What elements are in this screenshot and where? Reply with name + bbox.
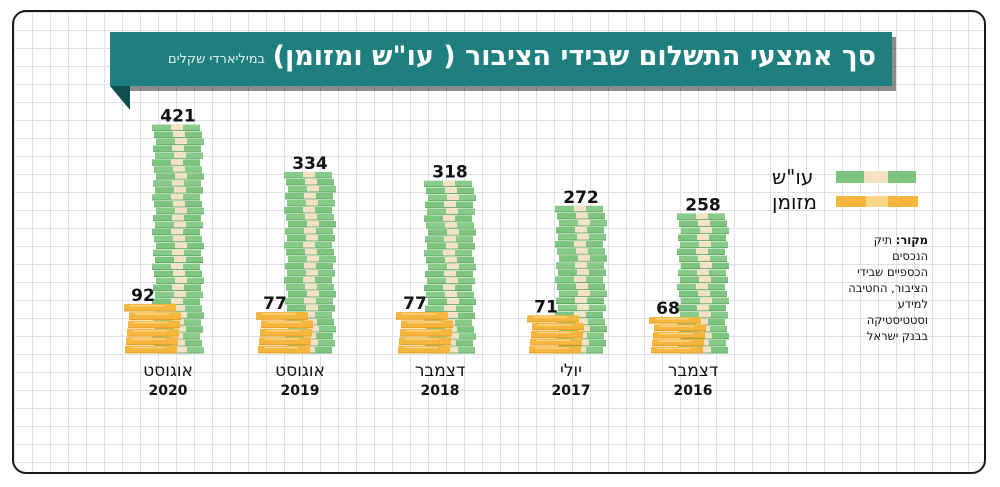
label-checking-2017: 272 <box>563 188 599 208</box>
label-checking-2018: 318 <box>432 163 468 183</box>
category-month-2019: אוגוסט <box>275 361 325 381</box>
label-cash-2018: 77 <box>403 294 427 314</box>
legend-swatch-cash <box>836 196 918 207</box>
bar-cash-2020 <box>124 303 181 354</box>
category-year-2020: 2020 <box>149 383 188 399</box>
label-checking-2016: 258 <box>685 195 721 215</box>
legend-label-cash: מזומן <box>772 190 817 214</box>
source-note: מקור: תיק הנכסים הכספיים שבידי הציבור, ה… <box>848 232 928 344</box>
source-text: תיק הנכסים הכספיים שבידי הציבור, החטיבה … <box>848 233 928 343</box>
legend-label-checking: עו"ש <box>772 165 814 189</box>
label-checking-2020: 421 <box>160 107 196 127</box>
chart-title: סך אמצעי התשלום שבידי הציבור ( עו"ש ומזו… <box>272 41 876 72</box>
legend-swatch-checking <box>836 171 916 183</box>
label-cash-2016: 68 <box>656 299 680 319</box>
category-year-2017: 2017 <box>552 383 591 399</box>
category-year-2018: 2018 <box>421 383 460 399</box>
category-year-2016: 2016 <box>674 383 713 399</box>
label-checking-2019: 334 <box>292 154 328 174</box>
chart-frame <box>12 10 986 474</box>
category-month-2017: יולי <box>560 361 582 381</box>
bar-checking-2017 <box>555 205 607 354</box>
banner-fold <box>110 86 130 110</box>
category-month-2020: אוגוסט <box>143 361 193 381</box>
source-label: מקור: <box>895 233 928 247</box>
category-month-2018: דצמבר <box>415 361 465 381</box>
category-month-2016: דצמבר <box>668 361 718 381</box>
bar-cash-2017 <box>527 315 584 354</box>
title-banner: סך אמצעי התשלום שבידי הציבור ( עו"ש ומזו… <box>110 32 892 86</box>
label-cash-2017: 71 <box>534 297 558 317</box>
label-cash-2019: 77 <box>263 294 287 314</box>
bar-cash-2018 <box>396 312 453 354</box>
category-year-2019: 2019 <box>281 383 320 399</box>
bar-cash-2019 <box>256 312 313 354</box>
bar-cash-2016 <box>649 316 706 354</box>
label-cash-2020: 92 <box>131 286 155 306</box>
chart-subtitle: במיליארדי שקלים <box>168 52 266 67</box>
